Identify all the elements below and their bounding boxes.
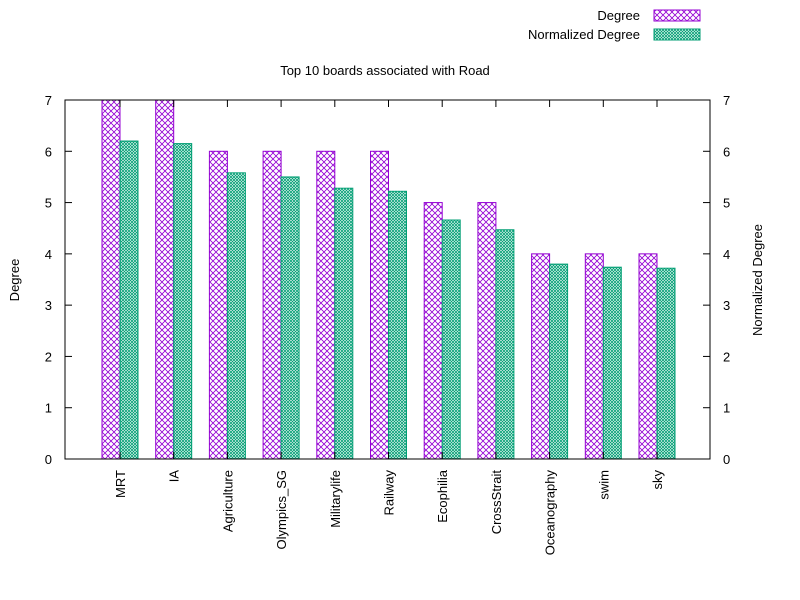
- bar-degree-8: [531, 253, 551, 460]
- bar-normalized-degree-0: [119, 140, 139, 460]
- y-tick-label-left: 3: [45, 298, 52, 313]
- y-tick-label-right: 3: [723, 298, 730, 313]
- y-tick-label-left: 2: [45, 349, 52, 364]
- axes-group: 0 0 1 1 2 2 3 3 4 4 5 5 6 6 7 7 MRT IA Agriculture Olympics…: [45, 93, 730, 555]
- x-tick-label: Ecophilia: [435, 469, 450, 523]
- x-tick-label: Olympics_SG: [274, 470, 289, 549]
- y-tick-label-left: 4: [45, 247, 52, 262]
- bar-normalized-degree-9: [602, 266, 622, 460]
- y-tick-label-left: 7: [45, 93, 52, 108]
- bar-degree-6: [423, 202, 443, 460]
- bar-normalized-degree-2: [226, 172, 246, 460]
- bars-group: [101, 99, 676, 460]
- x-tick-label: IA: [167, 470, 182, 483]
- bar-normalized-degree-7: [495, 229, 515, 460]
- y2-axis-label: Normalized Degree: [750, 224, 765, 336]
- y-tick-label-right: 4: [723, 247, 730, 262]
- y-tick-label-right: 6: [723, 144, 730, 159]
- y-tick-label-left: 0: [45, 452, 52, 467]
- bar-normalized-degree-6: [441, 219, 461, 460]
- legend-swatch-normalized-degree: [653, 28, 701, 41]
- bar-degree-4: [316, 150, 336, 460]
- bar-normalized-degree-5: [388, 190, 407, 460]
- legend-swatch-degree: [653, 9, 701, 22]
- x-tick-label: MRT: [113, 470, 128, 498]
- bar-degree-10: [638, 253, 658, 460]
- bar-normalized-degree-3: [280, 176, 300, 460]
- y-tick-label-right: 5: [723, 196, 730, 211]
- y-tick-label-right: 1: [723, 401, 730, 416]
- y-tick-label-right: 2: [723, 349, 730, 364]
- bar-normalized-degree-8: [549, 263, 569, 460]
- bar-degree-7: [477, 202, 497, 460]
- bar-degree-9: [584, 253, 604, 460]
- x-tick-label: Railway: [382, 470, 397, 516]
- bar-degree-5: [370, 150, 389, 460]
- y-tick-label-left: 1: [45, 401, 52, 416]
- x-tick-label: Oceanography: [543, 470, 558, 556]
- y-tick-label-left: 5: [45, 196, 52, 211]
- y-axis-label: Degree: [7, 259, 22, 302]
- plot-frame: [64, 99, 711, 460]
- bar-normalized-degree-1: [173, 143, 193, 460]
- bar-degree-3: [262, 150, 282, 460]
- x-tick-label: Militarylife: [328, 470, 343, 528]
- x-tick-label: CrossStrait: [489, 470, 504, 535]
- bar-normalized-degree-4: [334, 187, 354, 460]
- y-tick-label-right: 0: [723, 452, 730, 467]
- x-tick-label: swim: [596, 470, 611, 500]
- y-tick-label-left: 6: [45, 144, 52, 159]
- legend-label-normalized-degree: Normalized Degree: [528, 27, 640, 42]
- bar-degree-2: [208, 150, 228, 460]
- x-tick-label: Agriculture: [220, 470, 235, 532]
- bar-normalized-degree-10: [656, 267, 676, 460]
- x-tick-label: sky: [650, 470, 665, 490]
- bar-degree-0: [101, 99, 121, 460]
- legend-label-degree: Degree: [597, 8, 640, 23]
- bar-degree-1: [155, 99, 175, 460]
- chart-title: Top 10 boards associated with Road: [280, 63, 490, 78]
- y-tick-label-right: 7: [723, 93, 730, 108]
- legend: Degree Normalized Degree: [528, 8, 701, 42]
